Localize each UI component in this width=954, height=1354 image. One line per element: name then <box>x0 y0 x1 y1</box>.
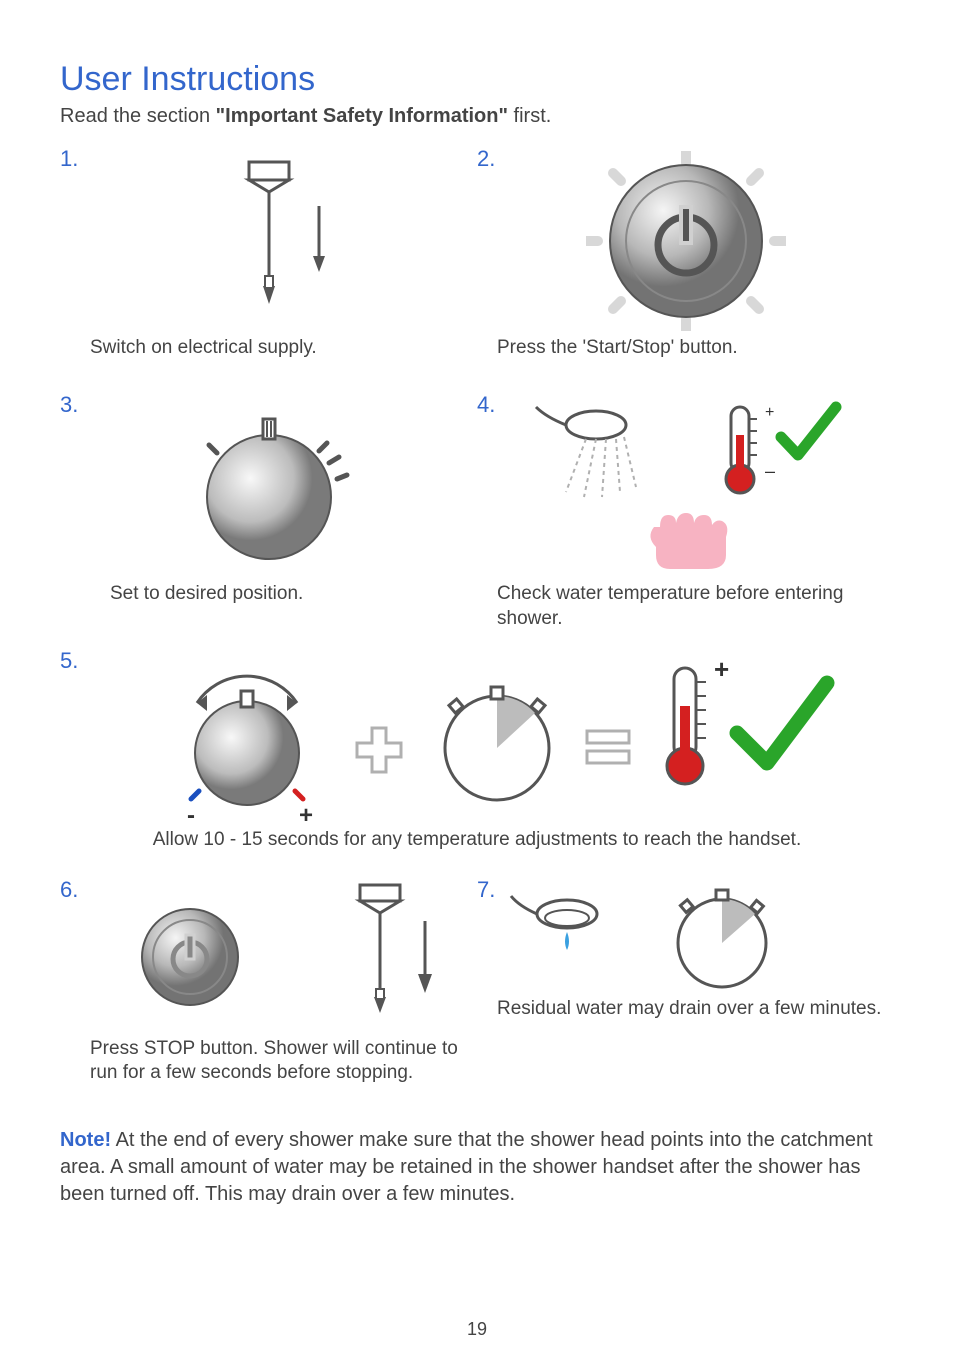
subtitle: Read the section "Important Safety Infor… <box>60 105 894 128</box>
svg-text:+: + <box>765 404 774 421</box>
temp-adjust-equation-icon: - + <box>117 653 837 823</box>
dial-icon <box>169 397 369 577</box>
note-label: Note! <box>60 1129 111 1151</box>
subtitle-pre: Read the section <box>60 105 216 127</box>
step-2: 2. <box>477 146 894 386</box>
step-1-illus <box>60 146 477 336</box>
step-2-caption: Press the 'Start/Stop' button. <box>477 336 894 361</box>
step-6: 6. <box>60 877 477 1107</box>
step-1-num: 1. <box>60 146 78 172</box>
step-7-num: 7. <box>477 877 495 903</box>
step-5-illus: - + <box>60 648 894 828</box>
svg-text:+: + <box>299 802 313 823</box>
page-number: 19 <box>0 1319 954 1340</box>
step-2-num: 2. <box>477 146 495 172</box>
svg-text:–: – <box>765 461 775 481</box>
step-5-num: 5. <box>60 648 78 674</box>
step-3-num: 3. <box>60 392 78 418</box>
stop-button-icon <box>120 879 460 1034</box>
step-4-caption: Check water temperature before entering … <box>477 582 894 631</box>
step-7-caption: Residual water may drain over a few minu… <box>477 997 894 1022</box>
step-7-illus <box>477 877 894 997</box>
step-2-illus <box>477 146 894 336</box>
step-7: 7. Residual water may drain over a few m… <box>477 877 894 1107</box>
subtitle-post: first. <box>508 105 551 127</box>
start-stop-button-icon <box>586 151 786 331</box>
row-4: 6. <box>60 877 894 1107</box>
row-2: 3. <box>60 392 894 642</box>
step-6-illus <box>60 877 477 1037</box>
row-1: 1. Switch on electrical supply. 2. <box>60 146 894 386</box>
step-6-caption: Press STOP button. Shower will continue … <box>60 1037 477 1086</box>
note-text: At the end of every shower make sure tha… <box>60 1129 873 1205</box>
step-4: 4. <box>477 392 894 642</box>
step-3: 3. <box>60 392 477 642</box>
page-title: User Instructions <box>60 60 894 99</box>
switch-supply-icon <box>179 156 359 326</box>
svg-text:-: - <box>187 802 195 823</box>
step-5-caption: Allow 10 - 15 seconds for any temperatur… <box>60 828 894 853</box>
step-3-illus <box>60 392 477 582</box>
step-1-caption: Switch on electrical supply. <box>60 336 477 361</box>
svg-text:+: + <box>714 654 729 684</box>
note-paragraph: Note! At the end of every shower make su… <box>60 1127 894 1208</box>
step-5: 5. - + <box>60 648 894 853</box>
step-3-caption: Set to desired position. <box>60 582 477 607</box>
step-4-num: 4. <box>477 392 495 418</box>
residual-drain-icon <box>507 882 827 992</box>
step-1: 1. Switch on electrical supply. <box>60 146 477 386</box>
subtitle-bold: "Important Safety Information" <box>216 105 508 127</box>
step-6-num: 6. <box>60 877 78 903</box>
check-temp-icon: + – <box>526 397 846 577</box>
step-4-illus: + – <box>477 392 894 582</box>
